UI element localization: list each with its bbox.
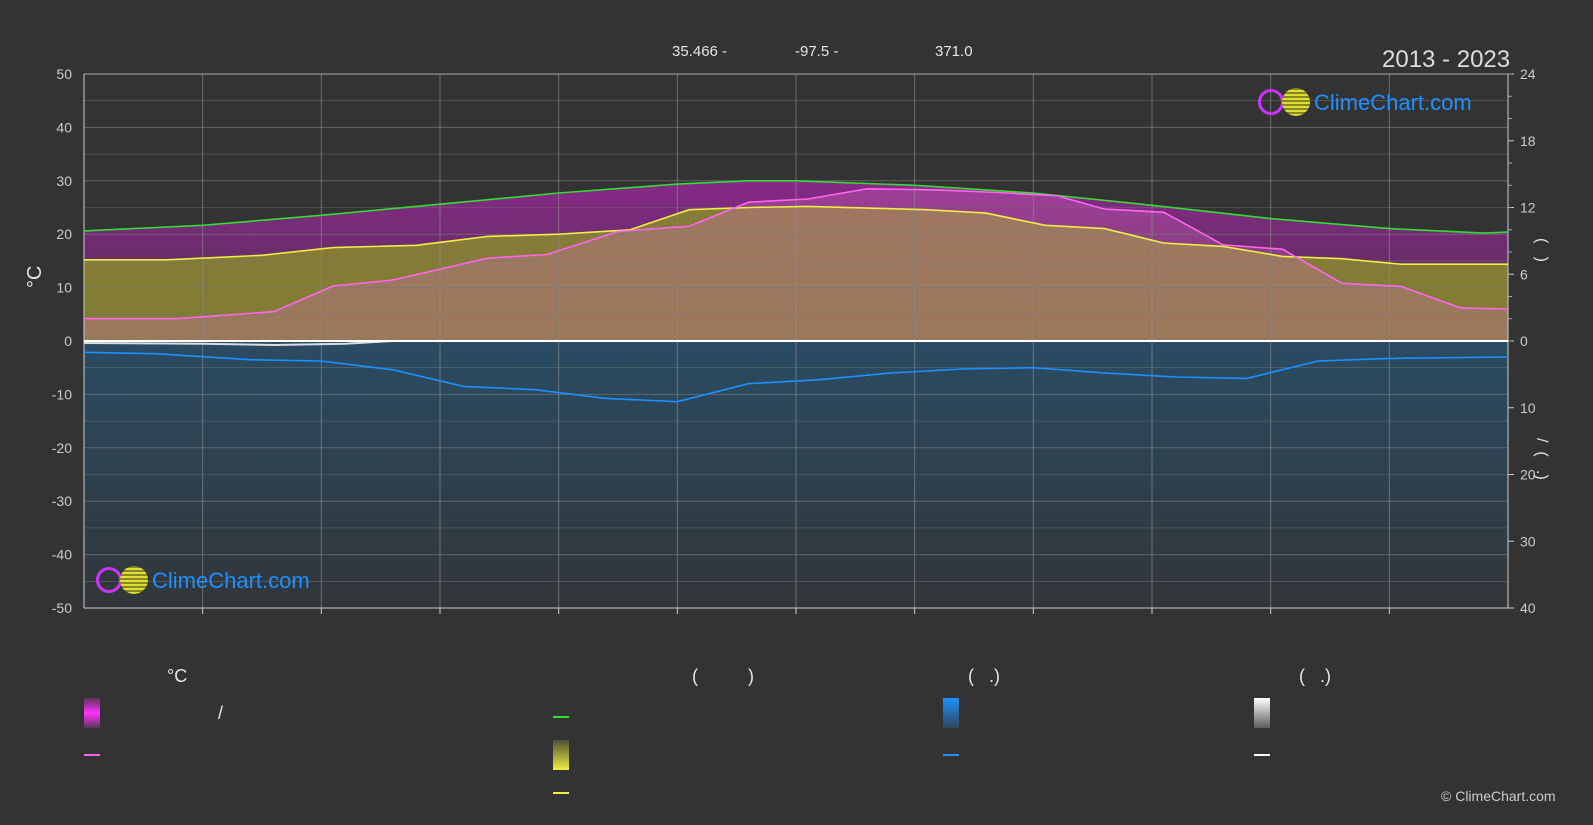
copyright: © ClimeChart.com	[1441, 788, 1556, 804]
period-label: 2013 - 2023	[1382, 46, 1511, 73]
left-tick-label: -30	[52, 493, 72, 509]
brand-logo-top[interactable]: ClimeChart.com	[1258, 88, 1498, 120]
right-axis-label-lower: / ( .)	[1533, 438, 1550, 480]
legend-col1-title: °C	[167, 666, 188, 686]
longitude-label: -97.5 -	[795, 43, 839, 60]
tick-labels: 50 40 30 20 10 0 -10 -20 -30 -40 -50 24 18 12 6 0 10 20 30…	[52, 66, 1536, 616]
right-tick-label: 24	[1520, 66, 1536, 82]
logo-text: ClimeChart.com	[1314, 90, 1472, 115]
brand-logo-bottom[interactable]: ClimeChart.com	[96, 566, 336, 598]
right-tick-label: 12	[1520, 200, 1536, 216]
left-tick-label: 20	[56, 226, 72, 242]
left-tick-label: -40	[52, 547, 72, 563]
legend-daylight-line	[553, 716, 569, 718]
elevation-label: 371.0	[935, 43, 973, 60]
legend-mean-temp-line	[84, 754, 100, 756]
right-tick-label: 10	[1520, 400, 1536, 416]
left-tick-label: 30	[56, 173, 72, 189]
left-tick-label: 50	[56, 66, 72, 82]
right-axis-label-upper: ( )	[1533, 238, 1550, 262]
logo-sun-icon	[1282, 88, 1310, 116]
legend-precip-line	[943, 754, 959, 756]
right-tick-label: 0	[1520, 333, 1528, 349]
precip-swatch	[943, 698, 959, 728]
legend-col3-title: ( .)	[968, 666, 1000, 686]
left-tick-label: -20	[52, 440, 72, 456]
temp-range-swatch	[84, 698, 100, 728]
right-tick-label: 30	[1520, 533, 1536, 549]
logo-icon	[1258, 89, 1284, 115]
left-tick-label: 10	[56, 280, 72, 296]
sunshine-hours-line	[84, 205, 1508, 265]
right-tick-label: 6	[1520, 266, 1528, 282]
series-lines	[83, 180, 1509, 403]
mean-precip-line	[83, 351, 1509, 403]
left-tick-label: -10	[52, 386, 72, 402]
legend-snow-line	[1254, 754, 1270, 756]
legend-swatches	[84, 698, 1270, 770]
left-tick-label: -50	[52, 600, 72, 616]
left-axis-unit: °C	[24, 265, 46, 288]
mean-temp-line	[84, 187, 1509, 320]
right-tick-label: 20	[1520, 467, 1536, 483]
legend-sunshine-line	[553, 792, 569, 794]
left-tick-label: 40	[56, 119, 72, 135]
logo-icon	[96, 567, 122, 593]
legend-col2-title: ( )	[692, 666, 754, 686]
sunshine-swatch	[553, 740, 569, 770]
left-tick-label: 0	[64, 333, 72, 349]
right-tick-label: 40	[1520, 600, 1536, 616]
snow-swatch	[1254, 698, 1270, 728]
legend-col4-title: ( .)	[1299, 666, 1331, 686]
daylight-hours-line	[83, 180, 1509, 234]
legend-col1-item1: /	[218, 703, 224, 723]
right-tick-label: 18	[1520, 133, 1536, 149]
logo-text: ClimeChart.com	[152, 568, 310, 593]
logo-sun-icon	[120, 566, 148, 594]
latitude-label: 35.466 -	[672, 43, 728, 60]
